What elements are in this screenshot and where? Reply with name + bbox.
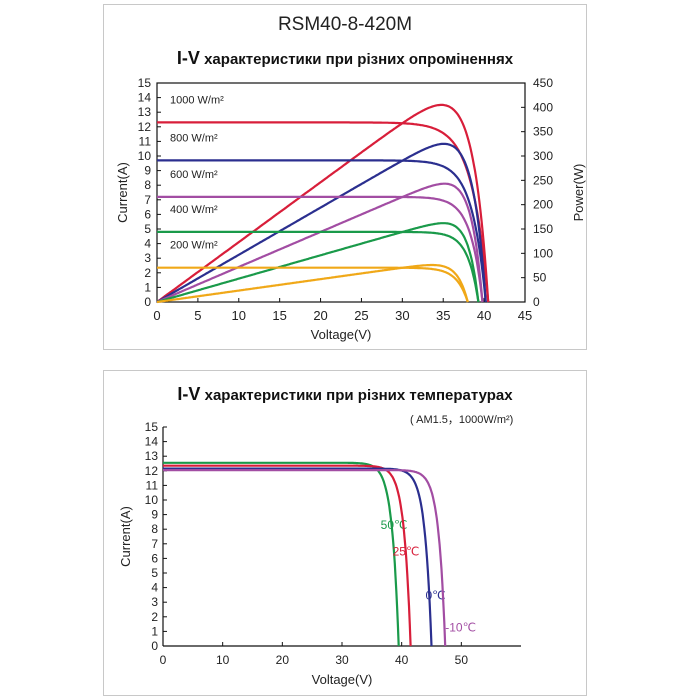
chart1-y2-tick-label: 200 xyxy=(533,198,553,212)
chart2-series-label: 25℃ xyxy=(393,544,420,558)
chart1-y-tick-label: 8 xyxy=(144,178,151,192)
chart2-y-tick-label: 6 xyxy=(151,551,158,565)
chart1-y-tick-label: 0 xyxy=(144,295,151,309)
chart2-y-tick-label: 1 xyxy=(151,624,158,638)
chart2-y-tick-label: 2 xyxy=(151,610,158,624)
chart1-x-tick-label: 25 xyxy=(354,308,368,323)
chart1-iv-curve xyxy=(157,121,490,303)
chart2-x-tick-label: 10 xyxy=(216,653,230,667)
chart1-y-tick-label: 10 xyxy=(138,149,152,163)
chart1-x-tick-label: 30 xyxy=(395,308,409,323)
chart1-power-curve xyxy=(156,103,490,303)
chart1-y2-axis-label: Power(W) xyxy=(571,164,586,222)
chart1-series-label: 200 W/m² xyxy=(170,240,218,252)
chart1-x-tick-label: 45 xyxy=(518,308,532,323)
chart2-title-prefix: I-V xyxy=(177,384,201,404)
chart2-y-tick-label: 14 xyxy=(145,435,159,449)
chart1-y-tick-label: 11 xyxy=(139,134,152,148)
chart2-x-tick-label: 40 xyxy=(395,653,409,667)
chart2-y-tick-label: 4 xyxy=(151,581,158,595)
chart2-y-tick-label: 7 xyxy=(151,537,158,551)
chart1-y-tick-label: 5 xyxy=(144,222,151,236)
chart1-x-tick-label: 15 xyxy=(272,308,286,323)
chart2-x-tick-label: 0 xyxy=(160,653,167,667)
chart1-y-tick-label: 13 xyxy=(138,105,152,119)
chart2-iv-curve xyxy=(163,461,400,647)
chart1-y2-tick-label: 0 xyxy=(533,295,540,309)
chart1-y-tick-label: 7 xyxy=(144,193,151,207)
chart1-y-tick-label: 3 xyxy=(144,251,151,265)
chart2-y-tick-label: 5 xyxy=(151,566,158,580)
chart1-y-tick-label: 4 xyxy=(144,237,151,251)
chart2-y-tick-label: 9 xyxy=(151,508,158,522)
chart1-x-tick-label: 20 xyxy=(313,308,327,323)
chart2-y-tick-label: 13 xyxy=(145,449,159,463)
chart1-y2-tick-label: 250 xyxy=(533,173,553,187)
chart1-y2-tick-label: 450 xyxy=(533,76,553,90)
chart1-x-tick-label: 0 xyxy=(153,308,160,323)
chart1-iv-curve xyxy=(157,195,484,303)
chart1-series-label: 400 W/m² xyxy=(170,204,218,216)
chart1-series-label: 800 W/m² xyxy=(170,132,218,144)
chart2-x-axis-label: Voltage(V) xyxy=(312,672,373,687)
chart2-title: I-V характеристики при різних температур… xyxy=(103,384,587,405)
chart1-series-label: 600 W/m² xyxy=(170,169,218,181)
temperature-chart-panel xyxy=(103,370,587,696)
chart1-y-tick-label: 14 xyxy=(138,91,152,105)
chart1-iv-curve xyxy=(157,266,469,303)
chart1-y-tick-label: 9 xyxy=(144,164,151,178)
chart1-y-axis-label: Current(A) xyxy=(115,162,130,223)
chart1-y-tick-label: 1 xyxy=(144,280,151,294)
chart1-y2-tick-label: 350 xyxy=(533,125,553,139)
chart2-x-tick-label: 50 xyxy=(455,653,469,667)
chart1-y2-tick-label: 150 xyxy=(533,222,553,236)
chart2-condition: ( AM1.5，1000W/m²) xyxy=(410,414,514,426)
chart1-iv-curve xyxy=(157,159,487,303)
chart1-power-curve xyxy=(156,263,469,304)
chart2-iv-curve xyxy=(163,464,412,647)
chart1-y-tick-label: 2 xyxy=(144,266,151,280)
chart2-iv-curve xyxy=(163,469,447,647)
chart1-y2-tick-label: 50 xyxy=(533,271,547,285)
chart1-y-tick-label: 12 xyxy=(138,120,152,134)
chart1-y2-tick-label: 100 xyxy=(533,246,553,260)
chart2-y-tick-label: 8 xyxy=(151,522,158,536)
chart1-x-tick-label: 35 xyxy=(436,308,450,323)
chart1-y2-tick-label: 300 xyxy=(533,149,553,163)
chart1-x-tick-label: 5 xyxy=(194,308,201,323)
chart1-y-tick-label: 6 xyxy=(144,207,151,221)
chart2-series-label: 50℃ xyxy=(381,518,408,532)
chart2-series-label: 0℃ xyxy=(426,588,446,602)
chart1-title: RSM40-8-420M xyxy=(277,14,413,35)
chart1-x-axis-label: Voltage(V) xyxy=(311,327,372,342)
chart1-x-tick-label: 40 xyxy=(477,308,491,323)
chart2-y-tick-label: 11 xyxy=(146,478,159,492)
chart1-subtitle-text: характеристики при різних опроміненнях xyxy=(204,51,514,68)
chart1-power-curve xyxy=(156,222,480,304)
chart2-y-tick-label: 15 xyxy=(145,420,159,434)
chart2-series-label: -10℃ xyxy=(445,620,476,634)
chart2-iv-curve xyxy=(163,467,433,647)
chart2-y-axis-label: Current(A) xyxy=(118,506,133,567)
irradiance-chart-panel xyxy=(103,4,587,350)
chart1-series-label: 1000 W/m² xyxy=(170,94,224,106)
chart1-power-curve xyxy=(156,142,487,303)
chart2-y-tick-label: 0 xyxy=(151,639,158,653)
chart1-y2-tick-label: 400 xyxy=(533,100,553,114)
chart2-title-text: характеристики при різних температурах xyxy=(204,387,513,404)
chart2-x-tick-label: 20 xyxy=(276,653,290,667)
chart2-y-tick-label: 3 xyxy=(151,595,158,609)
chart1-subtitle: I-V характеристики при різних опроміненн… xyxy=(103,48,587,69)
chart1-subtitle-prefix: I-V xyxy=(176,48,200,68)
chart2-y-tick-label: 10 xyxy=(145,493,159,507)
chart1-x-tick-label: 10 xyxy=(232,308,246,323)
chart2-x-tick-label: 30 xyxy=(335,653,349,667)
chart1-iv-curve xyxy=(157,230,480,303)
chart1-y-tick-label: 15 xyxy=(138,76,152,90)
chart1-plot-frame xyxy=(156,82,526,303)
chart2-y-tick-label: 12 xyxy=(145,464,159,478)
